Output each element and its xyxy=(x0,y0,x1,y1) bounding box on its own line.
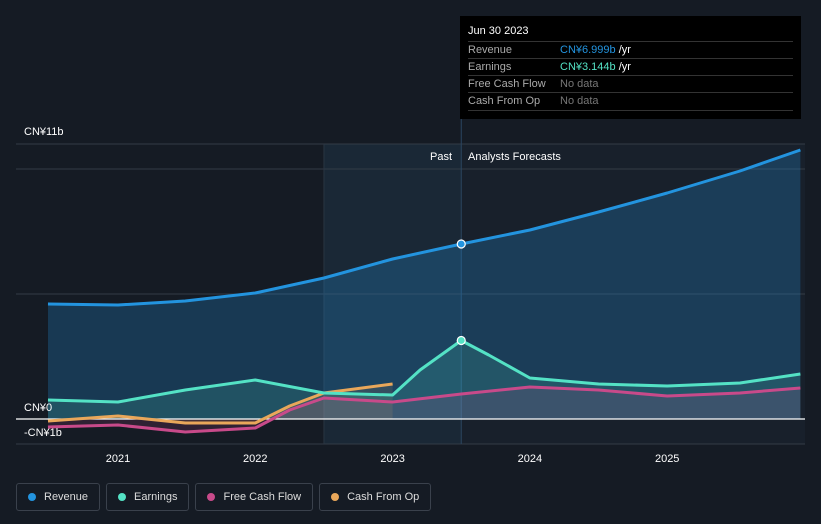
legend-revenue[interactable]: Revenue xyxy=(16,483,101,511)
fcf-dot-icon xyxy=(207,493,216,501)
tooltip-row-revenue: Revenue CN¥6.999b /yr xyxy=(468,41,793,59)
y-label-zero: CN¥0 xyxy=(24,402,52,414)
legend-label: Cash From Op xyxy=(347,491,420,503)
legend-label: Revenue xyxy=(44,491,89,503)
earnings-dot-icon xyxy=(118,493,127,501)
area-earnings xyxy=(47,340,801,419)
y-label-bottom: -CN¥1b xyxy=(24,427,62,439)
forecast-label: Analysts Forecasts xyxy=(468,151,561,163)
line-free-cash-flow xyxy=(47,385,801,434)
tooltip-value: No data xyxy=(560,95,599,107)
tooltip-value: CN¥3.144b /yr xyxy=(560,59,631,76)
unit: /yr xyxy=(615,61,631,73)
legend-label: Free Cash Flow xyxy=(223,491,302,503)
legend-free-cash-flow[interactable]: Free Cash Flow xyxy=(195,483,314,511)
revenue-dot-icon xyxy=(28,493,36,501)
earnings-value: CN¥3.144b xyxy=(560,61,616,73)
x-tick-label: 2022 xyxy=(243,453,267,465)
tooltip-label: Revenue xyxy=(468,44,513,56)
tooltip-row-earnings: Earnings CN¥3.144b /yr xyxy=(468,58,793,76)
legend-label: Earnings xyxy=(134,491,178,503)
earnings-point xyxy=(456,335,466,346)
area-revenue xyxy=(47,150,801,419)
tooltip-value: CN¥6.999b /yr xyxy=(560,42,631,59)
area-free-cash-flow xyxy=(47,387,801,432)
x-tick-label: 2023 xyxy=(380,453,404,465)
legend-cash-from-op[interactable]: Cash From Op xyxy=(319,483,432,511)
tooltip-date: Jun 30 2023 xyxy=(468,25,529,37)
unit: /yr xyxy=(615,44,631,56)
x-tick-label: 2024 xyxy=(518,453,542,465)
tooltip-label: Cash From Op xyxy=(468,95,541,107)
tooltip-label: Earnings xyxy=(468,61,512,73)
cfo-dot-icon xyxy=(331,493,340,501)
x-tick-label: 2021 xyxy=(106,453,130,465)
past-label: Past xyxy=(430,151,452,163)
area-cash-from-op xyxy=(47,384,393,423)
revenue-point xyxy=(456,239,466,249)
line-earnings xyxy=(47,339,801,404)
y-label-top: CN¥11b xyxy=(24,126,64,138)
tooltip-row-fcf: Free Cash Flow No data xyxy=(468,75,793,93)
legend: Revenue Earnings Free Cash Flow Cash Fro… xyxy=(16,483,432,511)
tooltip-value: No data xyxy=(560,78,599,90)
tooltip: Jun 30 2023 Revenue CN¥6.999b /yr Earnin… xyxy=(460,16,801,119)
tooltip-label: Free Cash Flow xyxy=(468,78,546,90)
line-revenue xyxy=(47,148,801,307)
x-tick-label: 2025 xyxy=(655,453,679,465)
legend-earnings[interactable]: Earnings xyxy=(106,483,190,511)
tooltip-row-cfo: Cash From Op No data xyxy=(468,92,793,111)
revenue-value: CN¥6.999b xyxy=(560,44,616,56)
